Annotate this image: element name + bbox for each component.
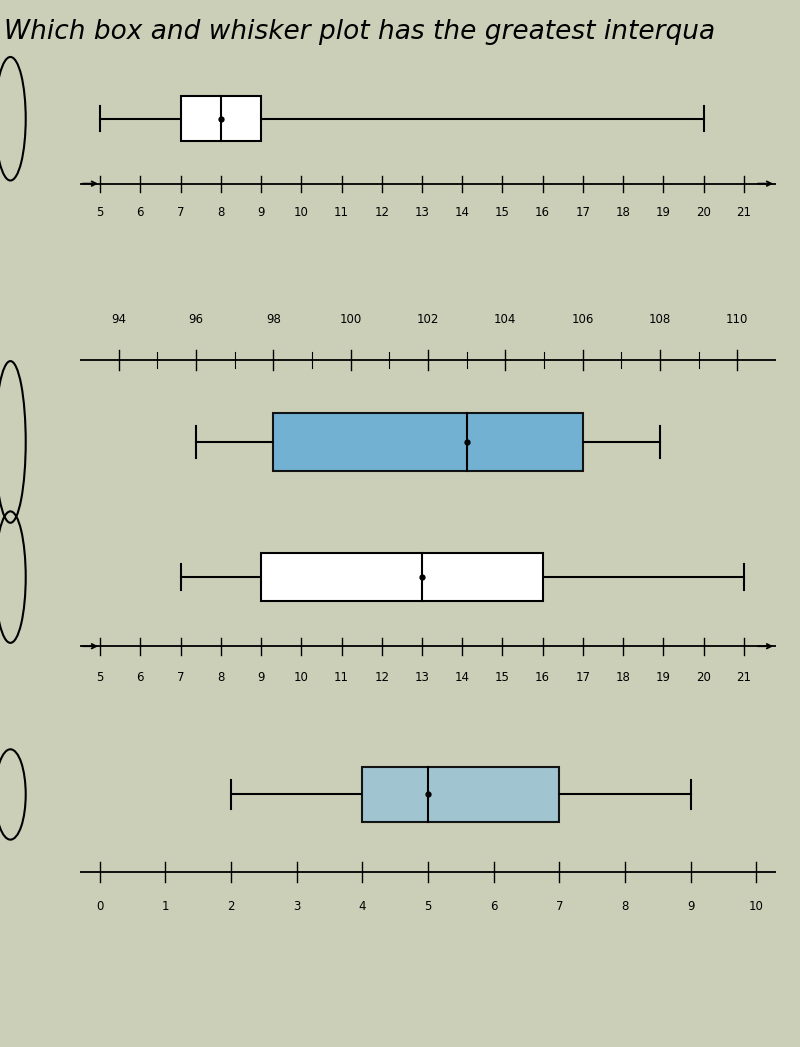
Text: 9: 9: [258, 671, 265, 684]
Text: 7: 7: [177, 671, 184, 684]
Text: 4: 4: [358, 900, 366, 913]
Text: 9: 9: [258, 206, 265, 220]
Text: 15: 15: [495, 671, 510, 684]
Text: 18: 18: [616, 671, 630, 684]
Bar: [362, 767, 559, 822]
Text: 7: 7: [555, 900, 563, 913]
Text: 17: 17: [575, 671, 590, 684]
Text: 19: 19: [656, 206, 671, 220]
Text: 20: 20: [696, 206, 711, 220]
Text: 94: 94: [111, 313, 126, 326]
Text: Which box and whisker plot has the greatest interqua: Which box and whisker plot has the great…: [4, 19, 715, 45]
Text: 5: 5: [97, 206, 104, 220]
Text: 6: 6: [137, 206, 144, 220]
Text: 16: 16: [535, 206, 550, 220]
Text: 100: 100: [339, 313, 362, 326]
Text: 102: 102: [417, 313, 439, 326]
Text: 8: 8: [217, 671, 225, 684]
Text: 20: 20: [696, 671, 711, 684]
Text: 96: 96: [189, 313, 203, 326]
Text: 21: 21: [736, 671, 751, 684]
Text: 13: 13: [414, 206, 430, 220]
Text: 106: 106: [571, 313, 594, 326]
Text: 21: 21: [736, 206, 751, 220]
Text: 12: 12: [374, 206, 390, 220]
Bar: [181, 96, 261, 141]
Text: 8: 8: [622, 900, 629, 913]
Text: 11: 11: [334, 671, 349, 684]
Text: 1: 1: [162, 900, 169, 913]
Text: 15: 15: [495, 206, 510, 220]
Text: 6: 6: [137, 671, 144, 684]
Text: 10: 10: [749, 900, 764, 913]
Text: 3: 3: [293, 900, 300, 913]
Text: 2: 2: [227, 900, 234, 913]
Text: 11: 11: [334, 206, 349, 220]
Text: 16: 16: [535, 671, 550, 684]
Text: 19: 19: [656, 671, 671, 684]
Bar: [274, 414, 582, 470]
Text: 7: 7: [177, 206, 184, 220]
Text: 8: 8: [217, 206, 225, 220]
Bar: [261, 553, 542, 601]
Text: 0: 0: [96, 900, 103, 913]
Text: 14: 14: [454, 206, 470, 220]
Text: 18: 18: [616, 206, 630, 220]
Text: 108: 108: [649, 313, 671, 326]
Text: 104: 104: [494, 313, 517, 326]
Text: 9: 9: [687, 900, 694, 913]
Text: 12: 12: [374, 671, 390, 684]
Text: 13: 13: [414, 671, 430, 684]
Text: 10: 10: [294, 671, 309, 684]
Text: 6: 6: [490, 900, 498, 913]
Text: 5: 5: [97, 671, 104, 684]
Text: 110: 110: [726, 313, 749, 326]
Text: 14: 14: [454, 671, 470, 684]
Text: 98: 98: [266, 313, 281, 326]
Text: 10: 10: [294, 206, 309, 220]
Text: 17: 17: [575, 206, 590, 220]
Text: 5: 5: [424, 900, 432, 913]
